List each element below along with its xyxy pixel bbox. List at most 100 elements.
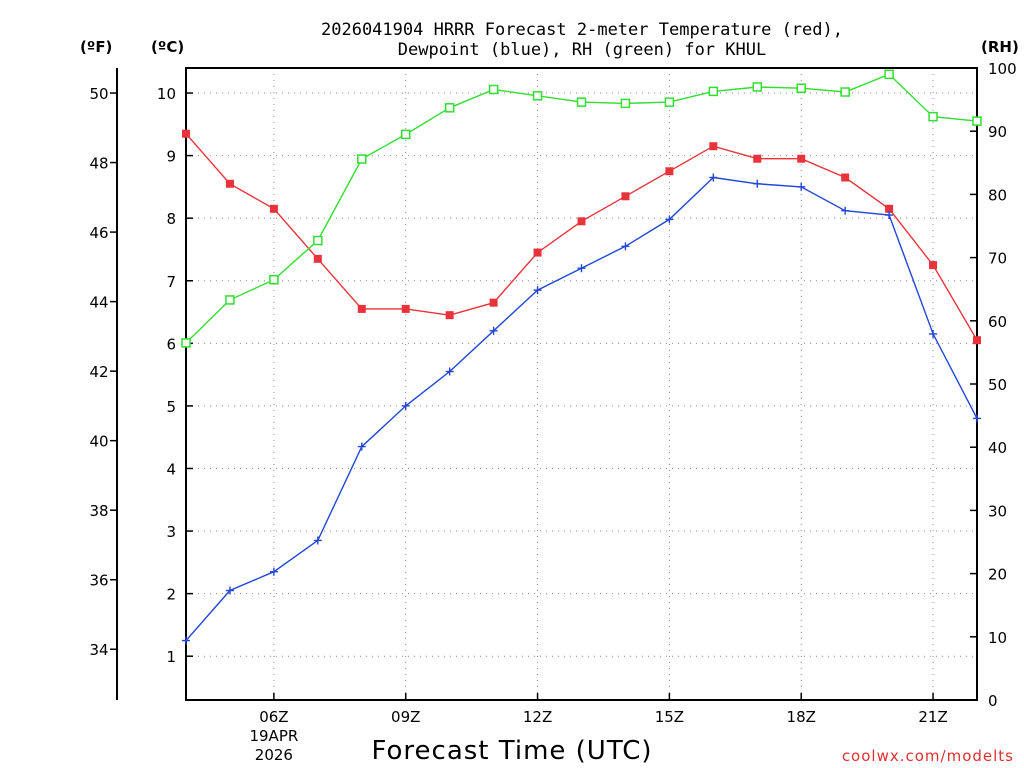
temperature-point — [753, 154, 762, 163]
celsius-tick-label: 2 — [166, 586, 176, 604]
gridlines — [186, 68, 977, 700]
temperature-point — [797, 154, 806, 163]
rh-point — [840, 87, 850, 97]
chart-title-line-1: 2026041904 HRRR Forecast 2-meter Tempera… — [321, 20, 843, 40]
temperature-point — [533, 248, 542, 257]
x-axis-label: Forecast Time (UTC) — [371, 736, 652, 766]
temperature-point — [709, 142, 718, 151]
dewpoint-point — [269, 567, 278, 576]
fahrenheit-tick-label: 46 — [89, 224, 108, 242]
rh-point — [708, 86, 719, 97]
x-tick-label: 15Z — [655, 708, 684, 726]
series-temperature — [182, 129, 981, 345]
rh-point — [620, 98, 631, 109]
fahrenheit-tick-label: 42 — [89, 363, 108, 381]
chart-title-line-2: Dewpoint (blue), RH (green) for KHUL — [398, 40, 766, 60]
fahrenheit-tick-label: 40 — [89, 433, 108, 451]
rh-point — [444, 103, 455, 113]
dewpoint-point — [533, 286, 542, 295]
dewpoint-point — [357, 442, 366, 451]
dewpoint-point — [665, 215, 674, 224]
rh-point — [664, 97, 675, 107]
fahrenheit-tick-label: 34 — [89, 641, 108, 659]
dewpoint-point — [885, 211, 894, 220]
dewpoint-point — [225, 586, 234, 595]
dewpoint-point — [797, 182, 806, 191]
x-tick-label: 21Z — [918, 708, 947, 726]
fahrenheit-tick-label: 36 — [89, 572, 108, 590]
rh-point — [181, 338, 191, 348]
celsius-tick-label: 9 — [166, 148, 176, 166]
fahrenheit-tick-label: 44 — [89, 294, 108, 312]
celsius-tick-label: 3 — [166, 523, 176, 541]
dewpoint-point — [841, 206, 850, 215]
rh-point — [225, 295, 235, 305]
rh-point — [752, 82, 763, 92]
rh-point — [269, 274, 279, 285]
dewpoint-point — [621, 242, 630, 251]
rh-point — [928, 111, 938, 122]
dewpoint-point — [182, 636, 190, 645]
rh-point — [357, 154, 367, 164]
dewpoint-point — [973, 414, 981, 423]
x-tick-label: 09Z — [391, 708, 420, 726]
dewpoint-point — [753, 179, 762, 188]
x-tick-date-label: 19APR — [249, 727, 298, 745]
plot-frame — [185, 67, 978, 701]
credit-text: coolwx.com/modelts — [842, 747, 1014, 765]
dewpoint-point — [709, 173, 718, 182]
celsius-tick-label: 10 — [157, 85, 176, 103]
fahrenheit-unit-label: (ºF) — [80, 38, 112, 56]
dewpoint-point — [929, 329, 938, 338]
rh-tick-label: 60 — [988, 313, 1007, 331]
rh-tick-label: 30 — [988, 502, 1007, 520]
rh-point — [576, 97, 587, 107]
celsius-tick-label: 1 — [166, 648, 176, 666]
dewpoint-point — [489, 326, 498, 335]
temperature-point — [401, 304, 410, 313]
temperature-point — [313, 254, 322, 263]
rh-tick-label: 0 — [988, 692, 998, 710]
celsius-tick-label: 4 — [166, 460, 176, 478]
x-tick-label: 12Z — [523, 708, 552, 726]
dewpoint-point — [445, 367, 454, 376]
rh-tick-label: 50 — [988, 376, 1007, 394]
rh-tick-label: 40 — [988, 439, 1007, 457]
temperature-point — [445, 311, 454, 320]
series-dewpoint — [182, 173, 981, 645]
celsius-tick-label: 5 — [166, 398, 176, 416]
x-tick-label: 18Z — [787, 708, 816, 726]
rh-point — [972, 116, 982, 126]
temperature-point — [577, 217, 586, 226]
temperature-point — [182, 129, 190, 138]
rh-point — [532, 91, 543, 101]
temperature-point — [621, 192, 630, 201]
temperature-point — [973, 336, 981, 345]
temperature-line — [185, 133, 978, 341]
rh-point — [884, 69, 894, 80]
axes: 1234567891034363840424446485001020304050… — [89, 60, 1016, 764]
fahrenheit-tick-label: 38 — [89, 502, 108, 520]
series-layer — [181, 69, 982, 645]
rh-tick-label: 80 — [988, 186, 1007, 204]
dewpoint-point — [401, 401, 410, 410]
rh-line — [185, 73, 978, 344]
temperature-point — [885, 204, 894, 213]
dewpoint-point — [313, 536, 322, 545]
celsius-tick-label: 8 — [166, 210, 176, 228]
rh-tick-label: 20 — [988, 566, 1007, 584]
temperature-point — [269, 204, 278, 213]
series-rh — [181, 69, 982, 348]
fahrenheit-tick-label: 48 — [89, 155, 108, 173]
rh-unit-label: (RH) — [981, 38, 1019, 56]
rh-tick-label: 10 — [988, 629, 1007, 647]
rh-point — [796, 83, 806, 93]
rh-tick-label: 70 — [988, 250, 1007, 268]
celsius-unit-label: (ºC) — [151, 38, 184, 56]
temperature-point — [665, 167, 674, 176]
rh-point — [400, 129, 411, 140]
rh-point — [488, 84, 499, 95]
rh-tick-label: 100 — [988, 60, 1017, 78]
temperature-point — [841, 173, 850, 182]
